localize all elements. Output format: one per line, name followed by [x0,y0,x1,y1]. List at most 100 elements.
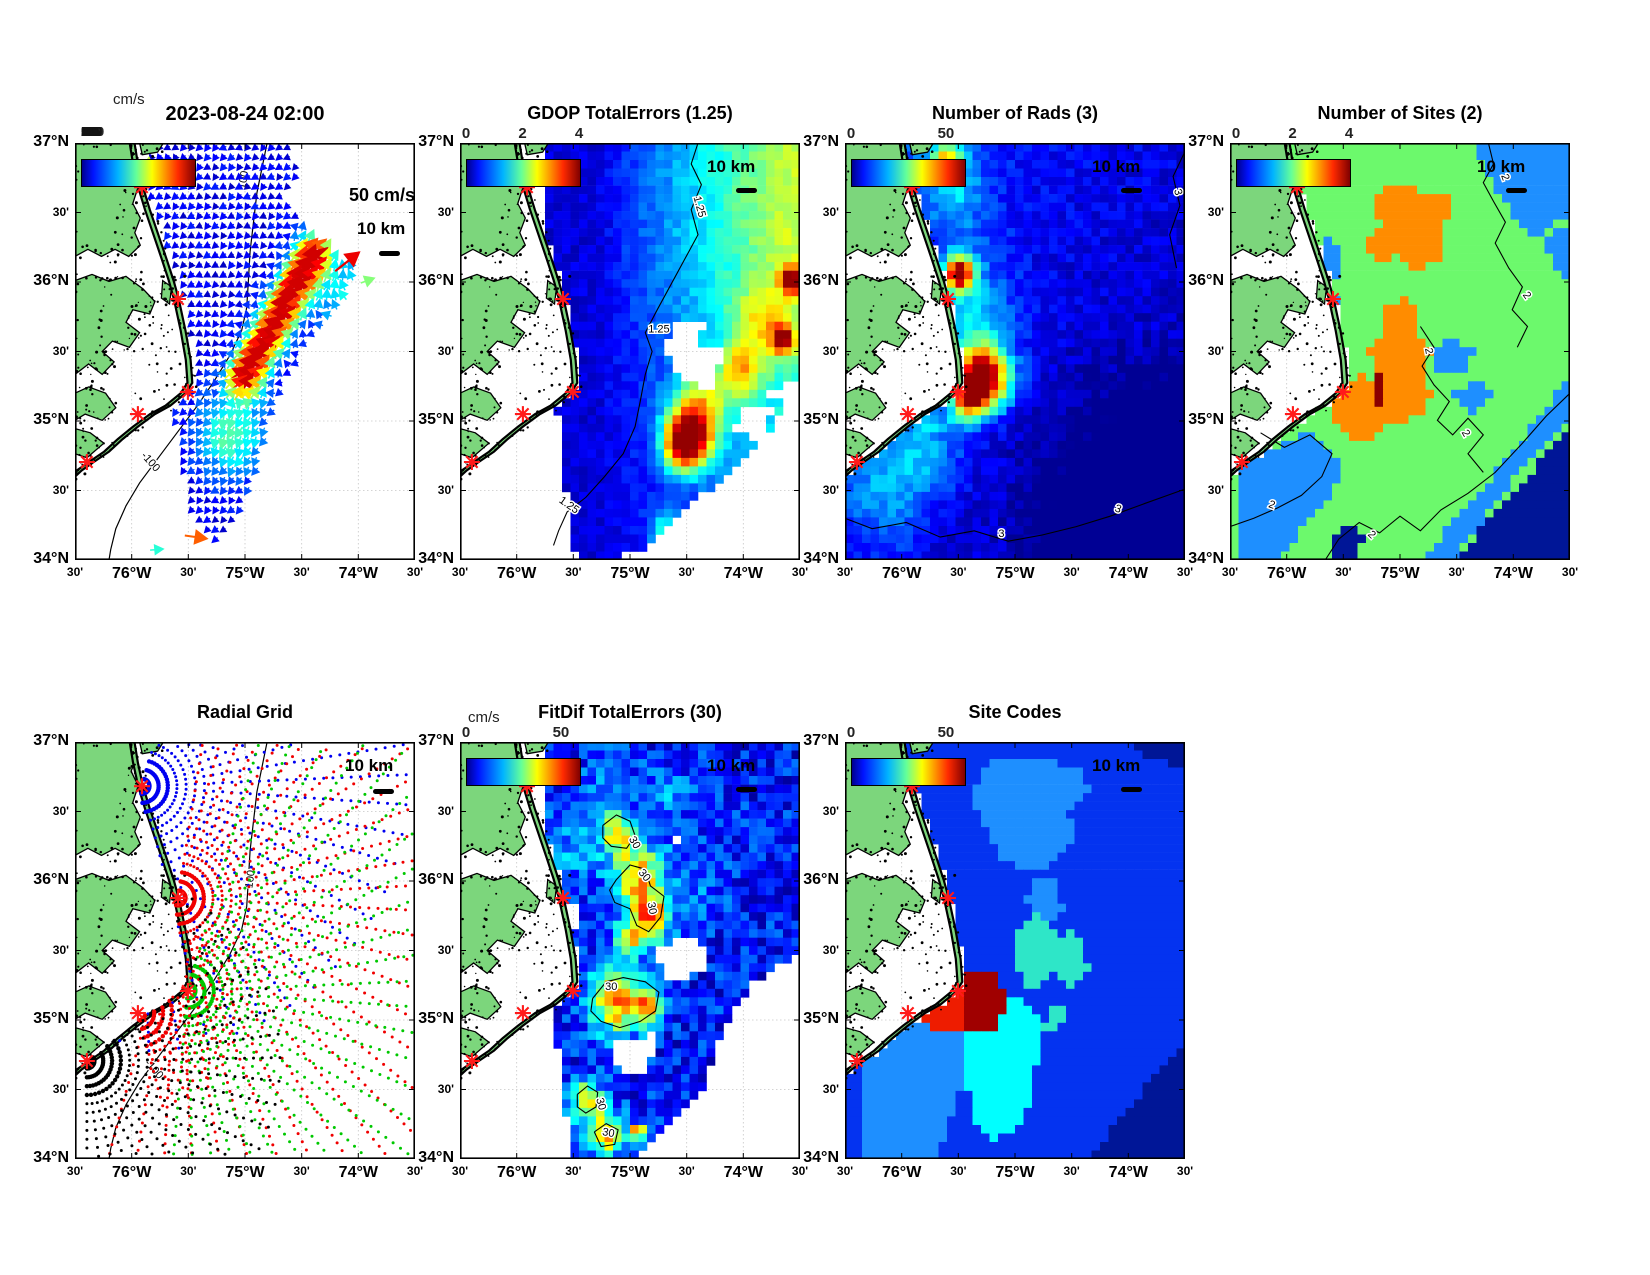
map-border [845,143,1185,560]
colorbar-tick: 4 [574,125,584,142]
colorbar-tick: 2 [1288,125,1297,142]
lon-tick-label: 76°W [1267,565,1307,582]
km-scale-label: 10 km [707,756,756,775]
lon-tick-label: 75°W [610,1164,650,1181]
map-svg: 333 [845,143,1185,560]
site-marker-icon [564,383,581,400]
lon-tick-label: 30' [1448,565,1465,579]
lat-tick-label: 30' [437,204,454,219]
site-marker-icon [463,1053,480,1069]
lon-tick-label: 75°W [225,1164,265,1181]
site-marker-icon [1289,179,1305,196]
lat-tick-label: 34°N [418,1149,454,1166]
colorbar-tick: 50 [552,724,570,741]
lon-tick-label: 76°W [112,565,152,582]
lon-tick-label: 30' [1176,1164,1194,1178]
lat-tick-label: 35°N [33,411,69,428]
lon-tick-label: 30' [406,565,424,579]
contour-lines: 333 [845,151,1185,542]
lon-tick-label: 74°W [338,565,378,582]
contour-label: 30 [593,1097,608,1112]
contour-label: 30 [605,981,617,993]
lon-tick-label: 76°W [882,565,922,582]
km-scale-bar [1506,188,1527,193]
lat-tick-label: 30' [437,343,454,358]
site-marker-icon [904,778,920,795]
lat-tick-label: 30' [52,942,69,957]
lat-tick-label: 36°N [803,871,839,888]
site-markers [848,778,966,1069]
map-radial: 100-100 [75,742,415,1159]
panel-title: Number of Rads (3) [931,103,1099,123]
lon-tick-label: 30' [451,565,469,579]
lat-tick-label: 30' [822,482,839,497]
site-marker-icon [129,406,146,423]
lat-tick-label: 36°N [33,871,69,888]
map-svg: 100-100 [75,143,415,560]
lon-tick-label: 30' [406,1164,424,1178]
lon-tick-label: 74°W [1108,1164,1148,1181]
colorbar [466,758,581,786]
map-border [1230,143,1570,560]
lat-tick-label: 34°N [418,550,454,567]
site-marker-icon [564,982,581,999]
lat-tick-label: 30' [1207,343,1224,358]
site-marker-icon [134,179,150,196]
lat-tick-label: 30' [52,803,69,818]
lon-tick-label: 30' [180,565,197,579]
lat-tick-label: 35°N [33,1010,69,1027]
map-svg: 100-100 [75,742,415,1159]
site-marker-icon [514,1005,531,1022]
lon-tick-label: 75°W [610,565,650,582]
lat-tick-label: 30' [52,1081,69,1096]
site-marker-icon [899,406,916,423]
speed-scale-label: 50 cm/s [349,185,416,205]
lon-tick-label: 30' [1176,565,1194,579]
contour-label: 2 [1422,347,1435,355]
colorbar [81,159,196,187]
map-border [460,143,800,560]
heatmap-cells [845,143,1185,560]
lon-tick-label: 30' [293,1164,310,1178]
km-scale-bar [736,787,757,792]
colorbar-tick: 0 [1231,125,1241,142]
km-scale-label: 10 km [1092,157,1141,176]
lon-tick-label: 75°W [225,565,265,582]
site-marker-icon [555,890,571,906]
contour-label: 30 [645,901,659,915]
km-scale-bar [736,188,757,193]
lat-tick-label: 30' [437,942,454,957]
region-cells [845,742,1185,1159]
lon-tick-label: 74°W [723,1164,763,1181]
lon-tick-label: 30' [293,565,310,579]
site-marker-icon [78,1053,95,1069]
km-scale-label: 10 km [1092,756,1141,775]
radial-site-dots [84,885,282,1158]
lat-tick-label: 35°N [803,1010,839,1027]
km-scale-label: 10 km [345,756,394,775]
site-marker-icon [949,383,966,400]
lat-tick-label: 37°N [33,133,69,150]
units-label: cm/s [468,709,500,726]
lon-tick-label: 30' [950,1164,967,1178]
site-marker-icon [1334,383,1351,400]
radial-site-dots [137,935,236,1108]
lon-tick-label: 74°W [338,1164,378,1181]
lat-tick-label: 34°N [1188,550,1224,567]
lon-tick-label: 30' [791,565,809,579]
panel-title: Radial Grid [196,702,294,722]
lat-tick-label: 36°N [418,272,454,289]
map-border [845,742,1185,1159]
map-svg: 1.251.251.25 [460,143,800,560]
site-markers [848,179,966,470]
lon-tick-label: 30' [1221,565,1239,579]
lat-tick-label: 30' [437,482,454,497]
lon-tick-label: 30' [1063,1164,1080,1178]
lon-tick-label: 76°W [882,1164,922,1181]
lat-tick-label: 30' [822,942,839,957]
lat-tick-label: 35°N [803,411,839,428]
site-marker-icon [940,890,956,906]
site-markers [1233,179,1351,470]
